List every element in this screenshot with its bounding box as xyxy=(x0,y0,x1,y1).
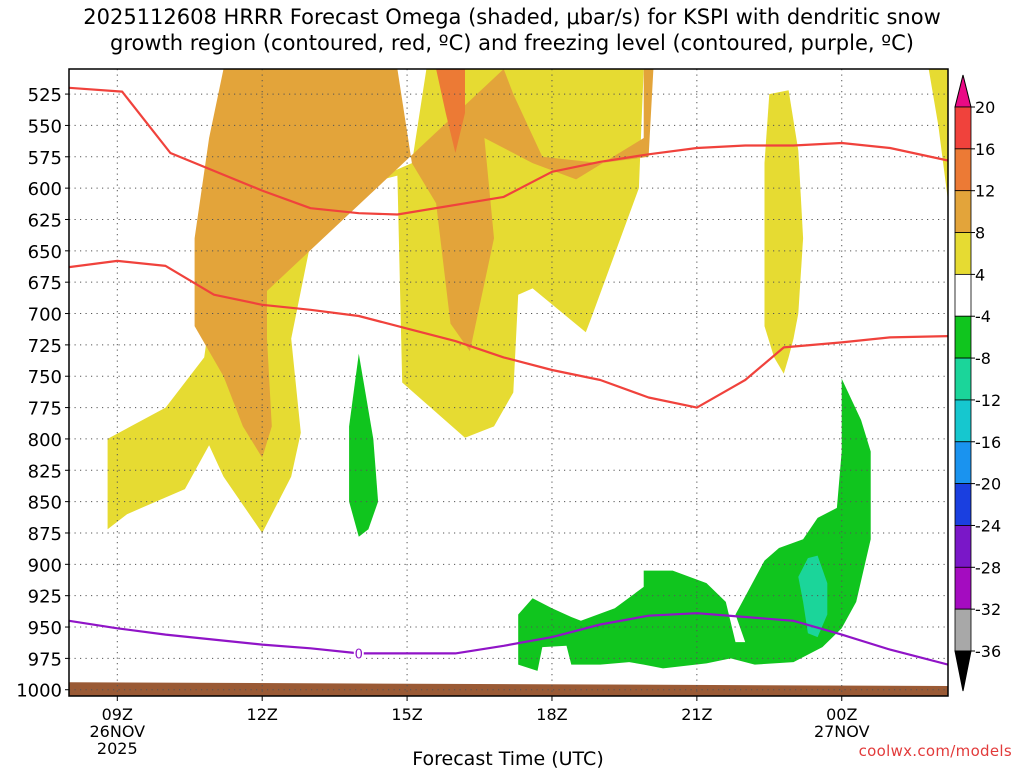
shade-omega-8-region-b xyxy=(194,69,292,458)
chart-title-line1: 2025112608 HRRR Forecast Omega (shaded, … xyxy=(83,5,941,29)
colorbar-label-13: -36 xyxy=(975,642,1001,661)
colorbar-label-0: 20 xyxy=(975,98,995,117)
y-tick-label-1000: 1000 xyxy=(16,681,62,702)
plot-layers: 0 xyxy=(69,69,948,696)
chart-title: 2025112608 HRRR Forecast Omega (shaded, … xyxy=(0,4,1024,56)
colorbar-box-2 xyxy=(954,190,972,233)
colorbar-label-4: 4 xyxy=(975,265,985,284)
shade-omega-8-region-a xyxy=(242,69,654,352)
y-tick-label-625: 625 xyxy=(28,210,62,231)
y-tick-label-650: 650 xyxy=(28,242,62,263)
colorbar-label-2: 12 xyxy=(975,182,995,201)
shade-omega-4-region-c xyxy=(928,69,948,201)
y-tick-label-775: 775 xyxy=(28,399,62,420)
y-tick-label-875: 875 xyxy=(28,524,62,545)
colorbar-box-9 xyxy=(954,483,972,526)
colorbar-label-12: -32 xyxy=(975,600,1001,619)
y-tick-label-925: 925 xyxy=(28,587,62,608)
x-tick-label-09Z: 09Z xyxy=(102,705,133,724)
y-tick-label-900: 900 xyxy=(28,555,62,576)
freezing-contour-label: 0 xyxy=(355,647,363,662)
chart-title-line2: growth region (contoured, red, ºC) and f… xyxy=(110,31,914,55)
x-tick-label-21Z: 21Z xyxy=(681,705,712,724)
colorbar-box-4 xyxy=(954,273,972,317)
y-tick-label-700: 700 xyxy=(28,305,62,326)
colorbar-box-11 xyxy=(954,566,972,610)
x-tick-label-18Z: 18Z xyxy=(536,705,567,724)
colorbar-box-8 xyxy=(954,441,972,485)
x-tick-label-12Z: 12Z xyxy=(247,705,278,724)
x-tick-label-00Z: 00Z xyxy=(826,705,857,724)
colorbar-box-5 xyxy=(954,315,972,359)
x-axis-label: Forecast Time (UTC) xyxy=(412,748,603,768)
colorbar-label-1: 16 xyxy=(975,140,995,159)
x-tick-label-15Z: 15Z xyxy=(391,705,422,724)
colorbar-label-5: -4 xyxy=(975,307,991,326)
colorbar-label-6: -8 xyxy=(975,349,991,368)
y-tick-label-525: 525 xyxy=(28,85,62,106)
shade-omega-4-region-b xyxy=(518,378,871,671)
credit-text[interactable]: coolwx.com/models xyxy=(858,742,1012,760)
y-tick-label-600: 600 xyxy=(28,179,62,200)
colorbar-label-7: -12 xyxy=(975,391,1001,410)
y-tick-label-575: 575 xyxy=(28,148,62,169)
contour-freezing-level-0c xyxy=(69,612,948,666)
colorbar-box-1 xyxy=(954,148,972,192)
y-tick-label-725: 725 xyxy=(28,336,62,357)
colorbar-bottom-triangle xyxy=(954,650,972,692)
colorbar-box-3 xyxy=(954,232,972,275)
x-tick-year-09Z: 2025 xyxy=(97,739,138,758)
contour-dendritic-12c-lower xyxy=(69,259,948,409)
y-tick-label-550: 550 xyxy=(28,116,62,137)
y-tick-label-825: 825 xyxy=(28,461,62,482)
colorbar-label-11: -28 xyxy=(975,558,1001,577)
colorbar-box-10 xyxy=(954,525,972,568)
colorbar-top-triangle xyxy=(954,74,972,108)
x-tick-date-09Z: 26NOV xyxy=(89,722,145,741)
ground-terrain xyxy=(69,682,948,696)
shade-omega-4-region-a xyxy=(349,353,379,537)
colorbar-box-7 xyxy=(954,399,972,443)
y-tick-label-675: 675 xyxy=(28,273,62,294)
colorbar-box-0 xyxy=(954,106,972,150)
colorbar-label-9: -20 xyxy=(975,475,1001,494)
plot-frame xyxy=(68,68,949,697)
y-tick-label-850: 850 xyxy=(28,493,62,514)
contour-label-bg xyxy=(353,646,364,661)
y-tick-label-800: 800 xyxy=(28,430,62,451)
colorbar-box-6 xyxy=(954,357,972,401)
colorbar-label-10: -24 xyxy=(975,516,1001,535)
shade-omega-4-region-b xyxy=(764,90,804,374)
colorbar-box-12 xyxy=(954,608,972,652)
contour-dendritic-12c-upper xyxy=(69,86,948,216)
y-tick-label-975: 975 xyxy=(28,649,62,670)
colorbar-label-8: -16 xyxy=(975,433,1001,452)
shade-omega-12-region xyxy=(436,69,465,153)
y-tick-label-750: 750 xyxy=(28,367,62,388)
y-tick-label-950: 950 xyxy=(28,618,62,639)
colorbar-label-3: 8 xyxy=(975,224,985,243)
x-tick-date-00Z: 27NOV xyxy=(814,722,870,741)
shade-omega-8-core xyxy=(798,555,828,638)
